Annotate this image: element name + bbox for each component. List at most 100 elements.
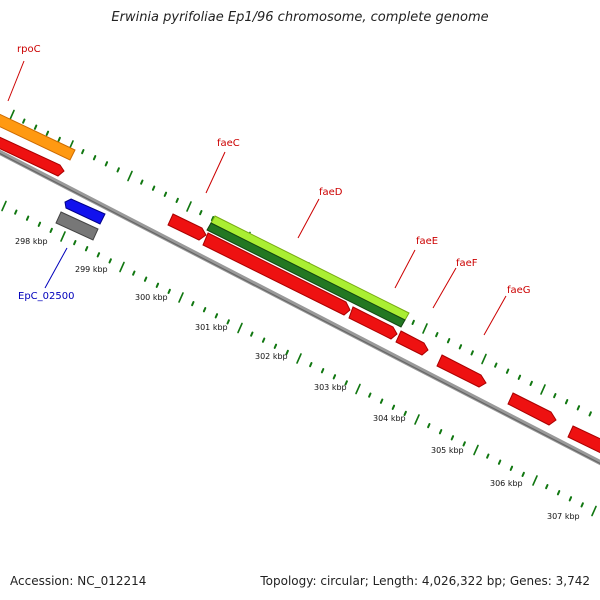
inner-minor-tick [108, 258, 112, 264]
inner-minor-tick [450, 435, 455, 441]
faeC-feature[interactable] [167, 213, 207, 241]
gene-label-faeD[interactable]: faeD [319, 187, 343, 198]
inner-minor-tick [73, 240, 77, 246]
kbp-label-304: 304 kbp [373, 414, 406, 423]
inner-minor-tick [344, 380, 348, 386]
outer-minor-tick [564, 399, 569, 405]
kbp-labels: 298 kbp 299 kbp 300 kbp 301 kbp 302 kbp … [15, 237, 580, 521]
outer-major-tick [422, 323, 428, 334]
inner-minor-tick [391, 404, 396, 410]
outer-minor-tick [505, 368, 510, 374]
faeF-feature[interactable] [395, 330, 429, 356]
faeD-subfeature[interactable] [206, 222, 406, 328]
faeE-feature[interactable] [348, 306, 398, 340]
inner-major-tick [414, 414, 420, 425]
outer-minor-tick [163, 191, 168, 197]
label-leaders [7, 60, 507, 336]
inner-major-tick [355, 383, 361, 395]
inner-major-tick [473, 444, 479, 456]
outer-major-tick [481, 353, 487, 365]
outer-minor-tick [588, 411, 592, 417]
inner-major-tick [178, 292, 184, 303]
outer-minor-tick [92, 155, 97, 161]
outer-minor-tick [116, 167, 120, 173]
outer-major-tick [9, 109, 15, 121]
inner-major-tick [237, 322, 243, 334]
inner-minor-tick [509, 465, 514, 471]
outer-minor-tick [22, 118, 26, 124]
inner-minor-tick [214, 313, 219, 319]
inner-minor-tick [155, 282, 160, 288]
inner-minor-tick [132, 270, 136, 276]
outer-minor-tick [458, 344, 463, 350]
gene-labels: rpoC faeC faeD faeE faeF faeG EpC_02500 [17, 44, 531, 302]
inner-minor-tick [403, 410, 407, 416]
inner-major-tick [1, 200, 7, 212]
outer-minor-tick [529, 380, 533, 386]
kbp-label-299: 299 kbp [75, 265, 108, 274]
kbp-label-305: 305 kbp [431, 446, 464, 455]
cds-feature-3[interactable] [507, 392, 557, 426]
outer-major-tick [186, 201, 192, 212]
blue-feature[interactable] [64, 198, 106, 225]
kbp-label-298: 298 kbp [15, 237, 48, 246]
cds-feature-2[interactable] [202, 232, 351, 316]
outer-minor-tick [494, 362, 498, 368]
outer-minor-tick [175, 197, 179, 203]
map-title: Erwinia pyrifoliae Ep1/96 chromosome, co… [111, 10, 489, 25]
inner-minor-tick [568, 496, 573, 502]
outer-minor-tick [210, 216, 215, 222]
kbp-label-307: 307 kbp [547, 512, 580, 521]
inner-minor-tick [580, 502, 584, 508]
kbp-label-306: 306 kbp [490, 479, 523, 488]
outer-minor-tick [81, 149, 85, 155]
cds-feature-1[interactable] [0, 135, 65, 177]
inner-minor-tick [285, 349, 289, 355]
outer-major-tick [127, 170, 133, 182]
outer-major-tick [540, 384, 546, 395]
inner-major-tick [591, 505, 597, 517]
inner-minor-tick [37, 221, 42, 227]
inner-minor-tick [368, 392, 372, 398]
outer-minor-tick [517, 374, 522, 380]
gene-label-faeF[interactable]: faeF [456, 258, 478, 269]
inner-minor-tick [486, 453, 490, 459]
inner-minor-tick [261, 337, 266, 343]
accession-text: Accession: NC_012214 [10, 574, 147, 588]
gene-label-faeC[interactable]: faeC [217, 138, 240, 149]
inner-minor-tick [309, 362, 313, 368]
inner-minor-tick [427, 423, 431, 429]
gene-label-faeE[interactable]: faeE [416, 236, 438, 247]
gene-label-rpoC[interactable]: rpoC [17, 44, 41, 55]
inner-minor-tick [226, 319, 230, 325]
gene-label-faeG[interactable]: faeG [507, 285, 531, 296]
cds-feature-4[interactable] [567, 425, 600, 455]
inner-minor-tick [49, 227, 53, 233]
inner-minor-tick [497, 459, 502, 465]
rpoC-feature[interactable] [0, 112, 76, 161]
outer-minor-tick [104, 161, 109, 167]
inner-major-tick [60, 231, 66, 242]
outer-minor-tick [199, 210, 203, 216]
inner-minor-tick [556, 490, 561, 496]
gene-label-EpC_02500[interactable]: EpC_02500 [18, 291, 74, 302]
inner-minor-tick [332, 374, 337, 380]
outer-minor-tick [140, 179, 144, 185]
inner-minor-tick [191, 301, 195, 307]
inner-major-tick [296, 353, 302, 364]
inner-minor-tick [143, 276, 148, 282]
inner-minor-tick [250, 331, 254, 337]
inner-minor-tick [25, 215, 30, 221]
kbp-label-303: 303 kbp [314, 383, 347, 392]
EpC_02500-feature[interactable] [55, 211, 99, 241]
outer-minor-tick [435, 332, 439, 338]
inner-minor-tick [379, 398, 384, 404]
inner-tick-track [1, 200, 597, 517]
faeD-feature[interactable] [210, 215, 410, 321]
backbone-line [0, 149, 600, 466]
kbp-label-300: 300 kbp [135, 293, 168, 302]
faeG-feature[interactable] [436, 354, 487, 388]
inner-minor-tick [545, 484, 549, 490]
outer-minor-tick [470, 350, 474, 356]
inner-minor-tick [521, 471, 525, 477]
